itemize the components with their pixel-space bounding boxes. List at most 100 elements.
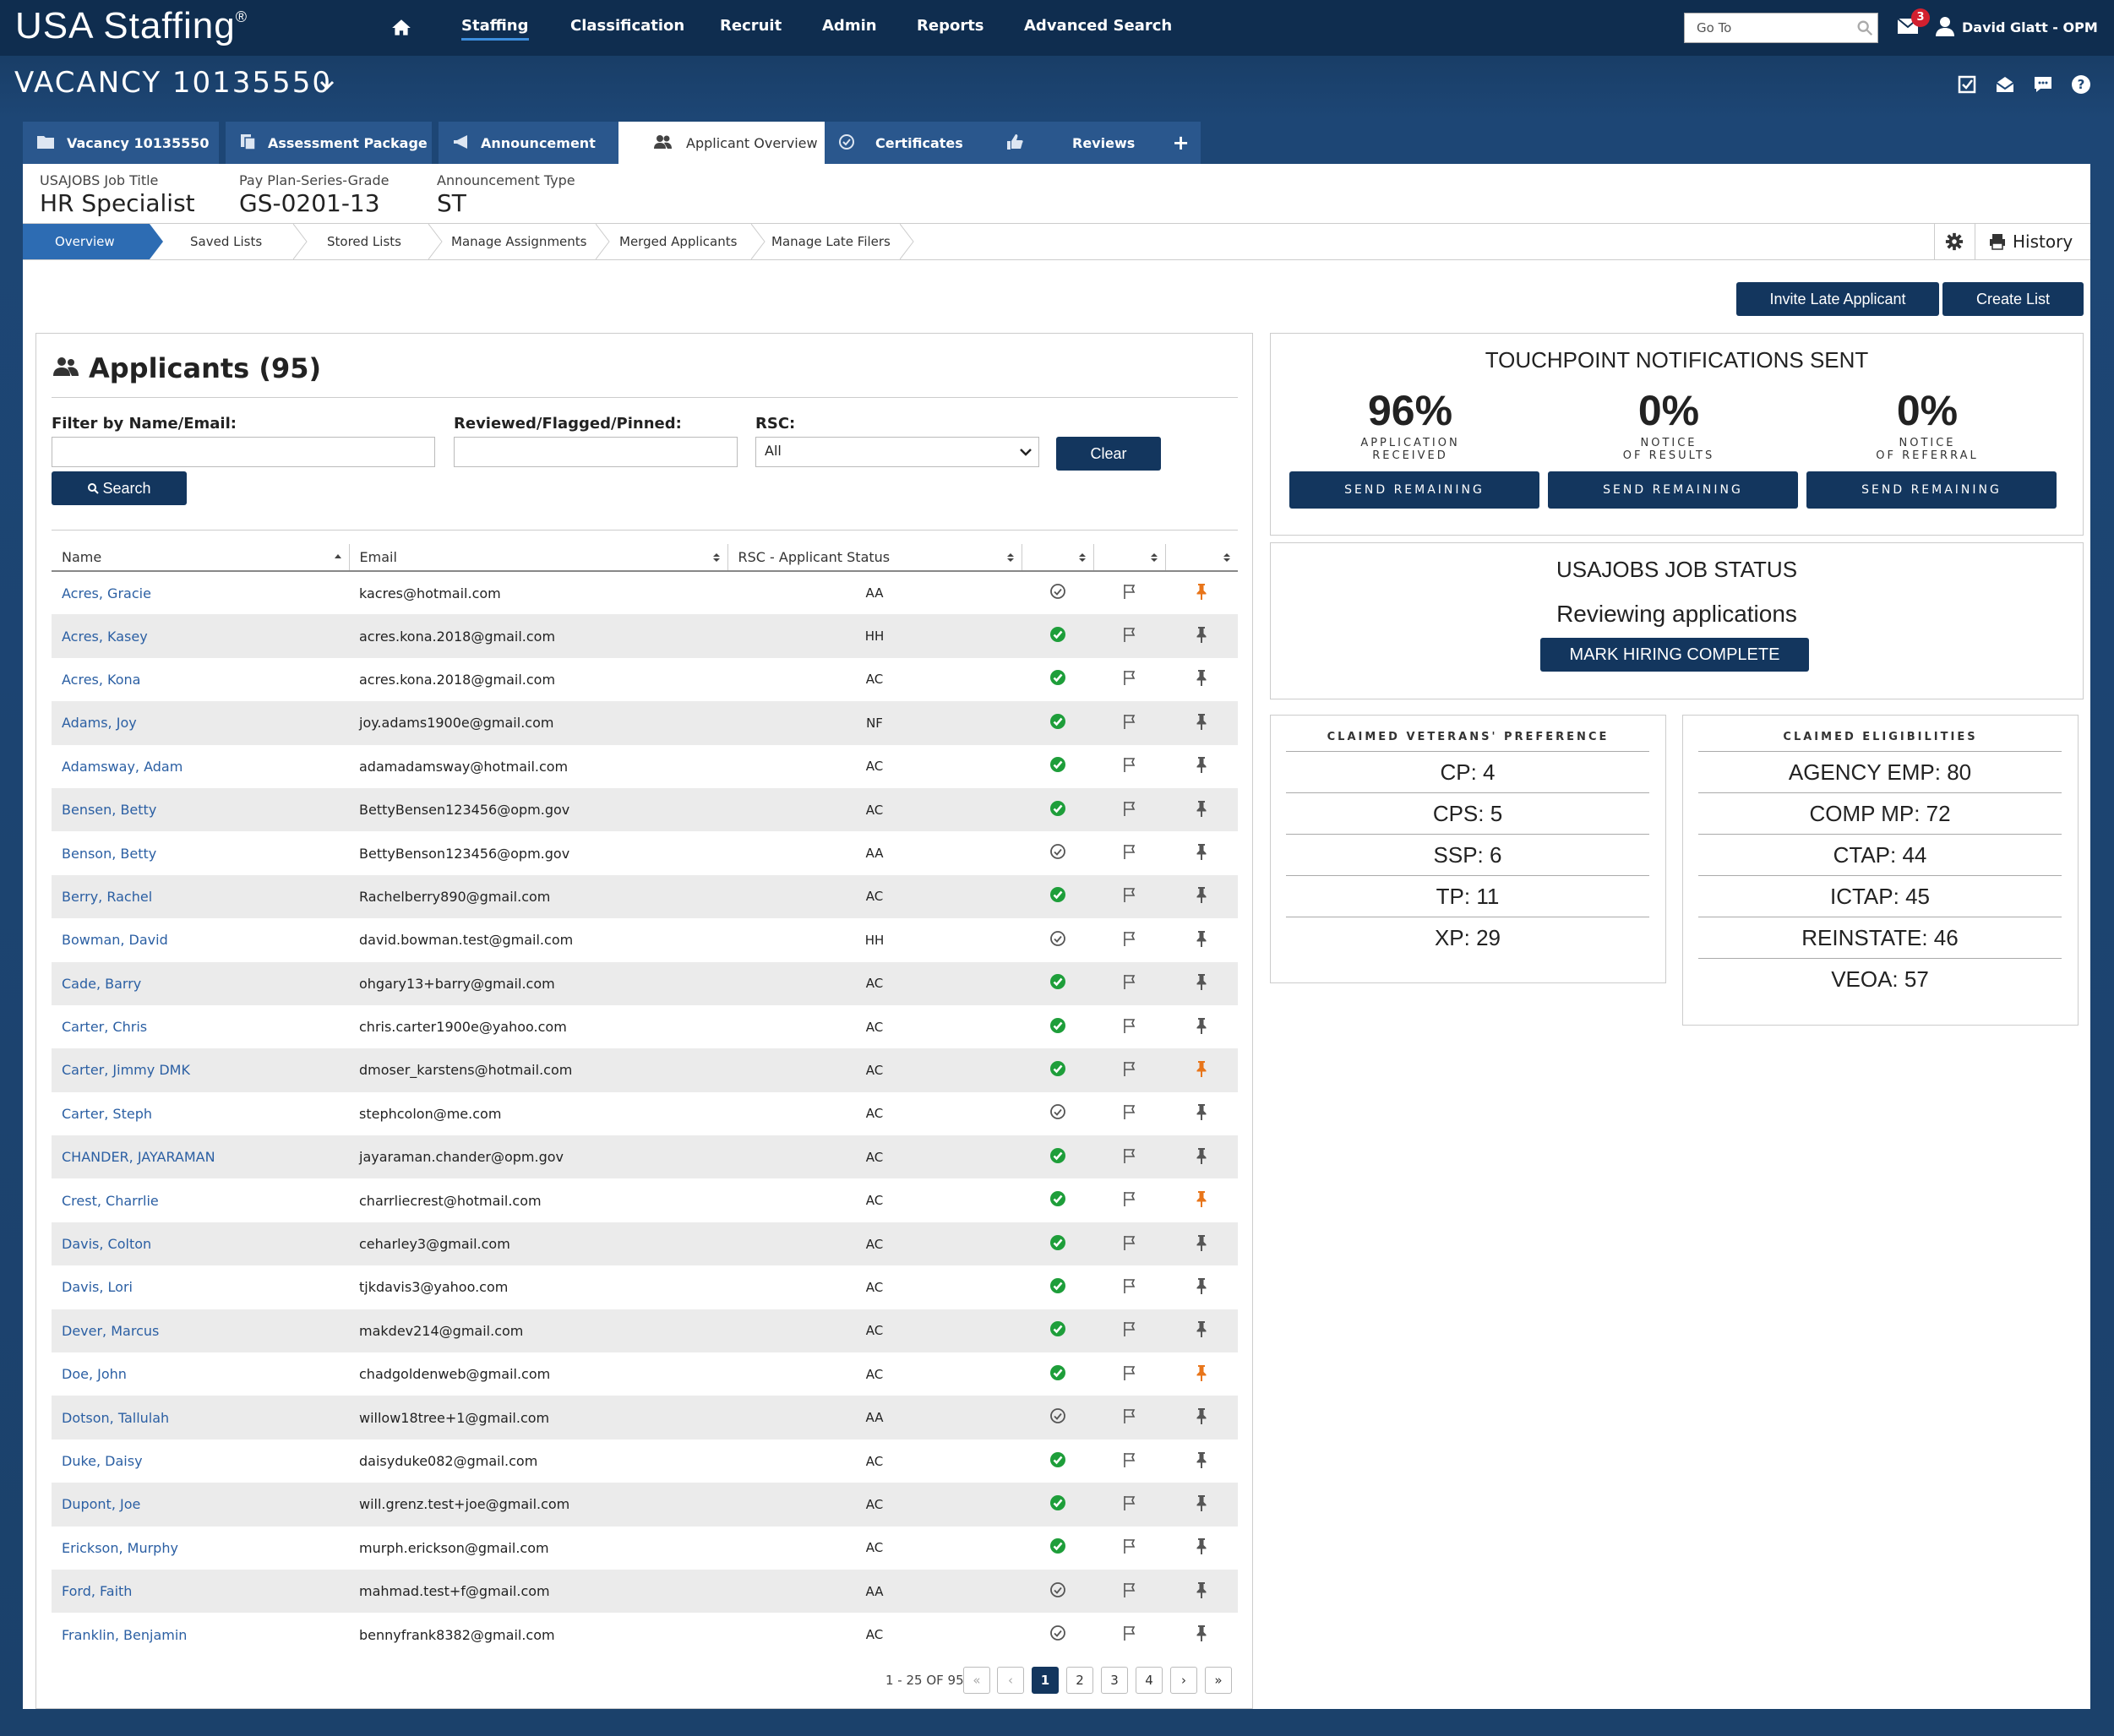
reviewed-toggle[interactable] (1022, 1005, 1093, 1048)
clear-button[interactable]: Clear (1056, 437, 1161, 471)
tab-applicant-overview[interactable]: Applicant Overview (618, 122, 840, 164)
applicant-name-link[interactable]: Crest, Charrlie (62, 1192, 159, 1209)
applicant-name-link[interactable]: CHANDER, JAYARAMAN (52, 1135, 349, 1179)
reviewed-toggle[interactable] (1022, 874, 1093, 919)
pin-toggle[interactable] (1165, 1526, 1238, 1570)
reviewed-toggle[interactable] (1022, 1396, 1093, 1439)
applicant-name-link[interactable]: Adamsway, Adam (62, 758, 183, 775)
applicant-name-link[interactable]: Franklin, Benjamin (62, 1626, 188, 1643)
nav-staffing[interactable]: Staffing (461, 17, 529, 41)
flag-toggle[interactable] (1093, 1265, 1165, 1309)
applicant-name-link[interactable]: Acres, Kona (62, 671, 141, 688)
pin-toggle[interactable] (1165, 571, 1238, 614)
flag-toggle[interactable] (1093, 571, 1165, 614)
flag-toggle[interactable] (1093, 1222, 1165, 1266)
pin-toggle[interactable] (1165, 1613, 1238, 1656)
pin-toggle[interactable] (1165, 1092, 1238, 1135)
applicant-name-link[interactable]: Cade, Barry (52, 961, 349, 1005)
reviewed-toggle[interactable] (1022, 1483, 1093, 1526)
applicant-name-link[interactable]: Dotson, Tallulah (52, 1396, 349, 1439)
col-name[interactable]: Name (52, 544, 349, 572)
subnav-overview[interactable]: Overview (23, 224, 150, 259)
nav-reports[interactable]: Reports (917, 17, 984, 35)
flag-toggle[interactable] (1093, 874, 1165, 919)
flag-toggle[interactable] (1093, 614, 1165, 658)
pin-toggle[interactable] (1165, 745, 1238, 788)
flag-toggle[interactable] (1093, 1439, 1165, 1483)
send-remaining-button[interactable]: SEND REMAINING (1548, 471, 1798, 509)
applicant-name-link[interactable]: Carter, Steph (62, 1105, 152, 1122)
flag-toggle[interactable] (1093, 745, 1165, 788)
prev-page-button[interactable]: ‹ (997, 1667, 1024, 1694)
applicant-name-link[interactable]: Duke, Daisy (62, 1453, 143, 1469)
pin-toggle[interactable] (1165, 1005, 1238, 1048)
home-icon[interactable] (390, 17, 412, 39)
reviewed-toggle[interactable] (1022, 745, 1093, 788)
applicant-name-link[interactable]: Doe, John (62, 1366, 127, 1383)
applicant-name-link[interactable]: Ford, Faith (52, 1569, 349, 1614)
pin-toggle[interactable] (1165, 1309, 1238, 1353)
comment-icon[interactable] (2033, 74, 2053, 95)
subnav-saved-lists[interactable]: Saved Lists (190, 234, 263, 249)
flag-toggle[interactable] (1093, 1396, 1165, 1439)
reviewed-toggle[interactable] (1022, 1526, 1093, 1570)
user-icon[interactable] (1936, 16, 1954, 36)
reviewed-toggle[interactable] (1022, 571, 1093, 614)
invite-late-applicant-button[interactable]: Invite Late Applicant (1736, 282, 1939, 316)
pin-toggle[interactable] (1165, 658, 1238, 701)
applicant-name-link[interactable]: Erickson, Murphy (62, 1539, 178, 1556)
col-pinned[interactable] (1164, 544, 1238, 572)
pin-toggle[interactable] (1165, 1569, 1238, 1614)
applicant-name-link[interactable]: Berry, Rachel (52, 874, 349, 919)
pin-toggle[interactable] (1165, 1135, 1238, 1179)
reviewed-toggle[interactable] (1022, 1265, 1093, 1309)
reviewed-toggle[interactable] (1022, 1613, 1093, 1656)
pin-toggle[interactable] (1165, 918, 1238, 961)
reviewed-toggle[interactable] (1022, 658, 1093, 701)
reviewed-toggle[interactable] (1022, 1352, 1093, 1396)
applicant-name-link[interactable]: Carter, Jimmy DMK (52, 1048, 349, 1092)
user-menu[interactable]: David Glatt - OPM (1962, 19, 2098, 35)
applicant-name-link[interactable]: Bowman, David (62, 932, 168, 949)
page-1-button[interactable]: 1 (1032, 1667, 1059, 1694)
send-remaining-button[interactable]: SEND REMAINING (1289, 471, 1539, 509)
reviewed-toggle[interactable] (1022, 1048, 1093, 1092)
reviewed-toggle[interactable] (1022, 1569, 1093, 1614)
pin-toggle[interactable] (1165, 874, 1238, 919)
reviewed-toggle[interactable] (1022, 787, 1093, 832)
col-rsc-status[interactable]: RSC - Applicant Status (727, 544, 1022, 572)
reviewed-toggle[interactable] (1022, 1222, 1093, 1266)
tab-vacancy[interactable]: Vacancy 10135550 (23, 122, 219, 164)
goto-input[interactable]: Go To (1684, 13, 1878, 43)
pin-toggle[interactable] (1165, 831, 1238, 874)
applicant-name-link[interactable]: Acres, Kasey (52, 614, 349, 658)
vacancy-title[interactable]: VACANCY 10135550 (14, 66, 332, 100)
flag-toggle[interactable] (1093, 787, 1165, 832)
tab-assessment-package[interactable]: Assessment Package (226, 122, 432, 164)
page-3-button[interactable]: 3 (1101, 1667, 1128, 1694)
nav-classification[interactable]: Classification (570, 17, 685, 35)
subnav-merged-applicants[interactable]: Merged Applicants (619, 234, 738, 249)
nav-admin[interactable]: Admin (822, 17, 877, 35)
applicant-name-link[interactable]: Benson, Betty (62, 845, 157, 862)
applicant-name-link[interactable]: Bensen, Betty (52, 787, 349, 832)
applicant-name-link[interactable]: Dever, Marcus (52, 1309, 349, 1353)
applicant-name-link[interactable]: Davis, Lori (62, 1279, 133, 1296)
reviewed-toggle[interactable] (1022, 1309, 1093, 1353)
checklist-icon[interactable] (1957, 74, 1977, 95)
pin-toggle[interactable] (1165, 1483, 1238, 1526)
flag-toggle[interactable] (1093, 831, 1165, 874)
open-mail-icon[interactable] (1995, 74, 2015, 95)
app-logo[interactable]: USA Staffing® (15, 5, 248, 46)
nav-advanced-search[interactable]: Advanced Search (1024, 17, 1173, 35)
reviewed-toggle[interactable] (1022, 701, 1093, 745)
applicant-name-link[interactable]: Carter, Chris (62, 1019, 148, 1036)
col-email[interactable]: Email (348, 544, 727, 572)
history-button[interactable]: History (1975, 224, 2090, 259)
pin-toggle[interactable] (1165, 614, 1238, 658)
flag-toggle[interactable] (1093, 1309, 1165, 1353)
col-flagged[interactable] (1092, 544, 1165, 572)
page-4-button[interactable]: 4 (1136, 1667, 1163, 1694)
reviewed-toggle[interactable] (1022, 614, 1093, 658)
flag-toggle[interactable] (1093, 1569, 1165, 1614)
